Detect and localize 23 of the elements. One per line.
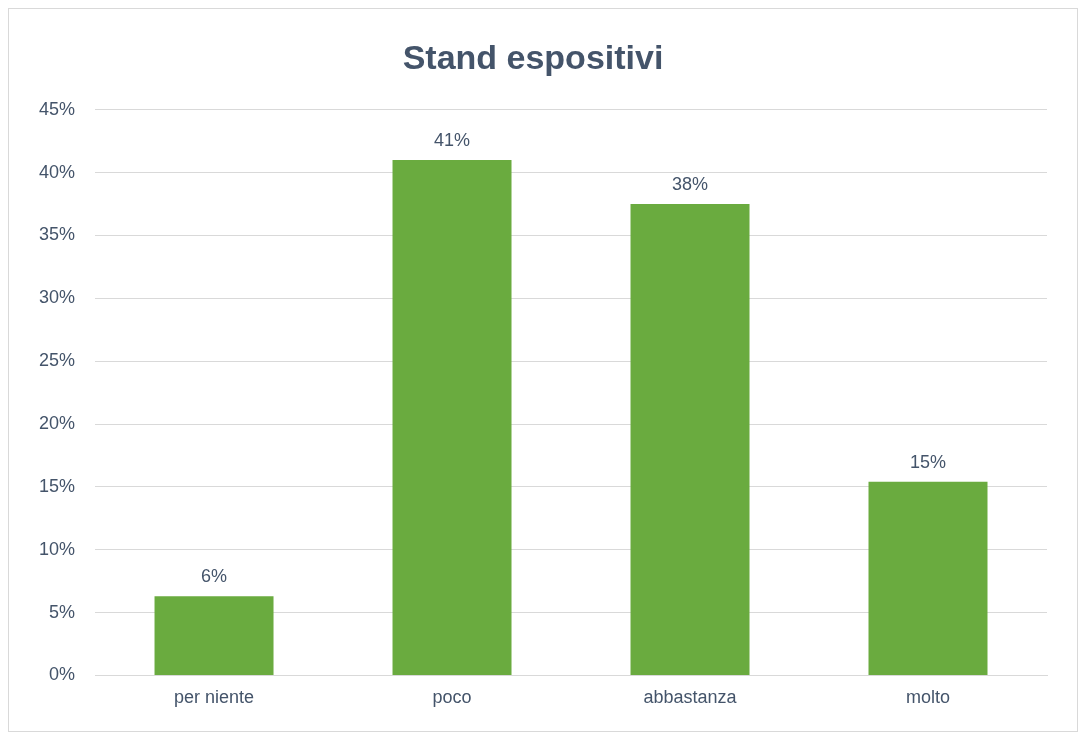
y-tick-label: 20% bbox=[39, 412, 76, 433]
bar bbox=[154, 596, 274, 675]
y-tick-label: 45% bbox=[39, 98, 76, 119]
bar bbox=[630, 204, 750, 675]
y-tick-label: 30% bbox=[39, 287, 76, 308]
y-tick-label: 35% bbox=[39, 224, 76, 245]
y-tick-label: 15% bbox=[39, 475, 76, 496]
y-tick-label: 40% bbox=[39, 161, 76, 182]
y-tick-label: 5% bbox=[49, 601, 76, 622]
x-tick-label: per niente bbox=[173, 687, 255, 708]
chart-title: Stand espositivi bbox=[402, 37, 664, 76]
y-tick-label: 10% bbox=[39, 538, 76, 559]
data-label: 41% bbox=[434, 130, 471, 151]
x-tick-label: abbastanza bbox=[643, 687, 738, 708]
data-label: 38% bbox=[671, 174, 709, 195]
x-tick-label: molto bbox=[906, 687, 951, 708]
bar bbox=[868, 481, 988, 675]
bar bbox=[392, 160, 512, 675]
data-label: 15% bbox=[909, 451, 947, 472]
data-label: 6% bbox=[201, 566, 228, 587]
y-tick-label: 0% bbox=[49, 664, 76, 685]
y-tick-label: 25% bbox=[39, 350, 76, 371]
x-tick-label: poco bbox=[432, 687, 472, 708]
